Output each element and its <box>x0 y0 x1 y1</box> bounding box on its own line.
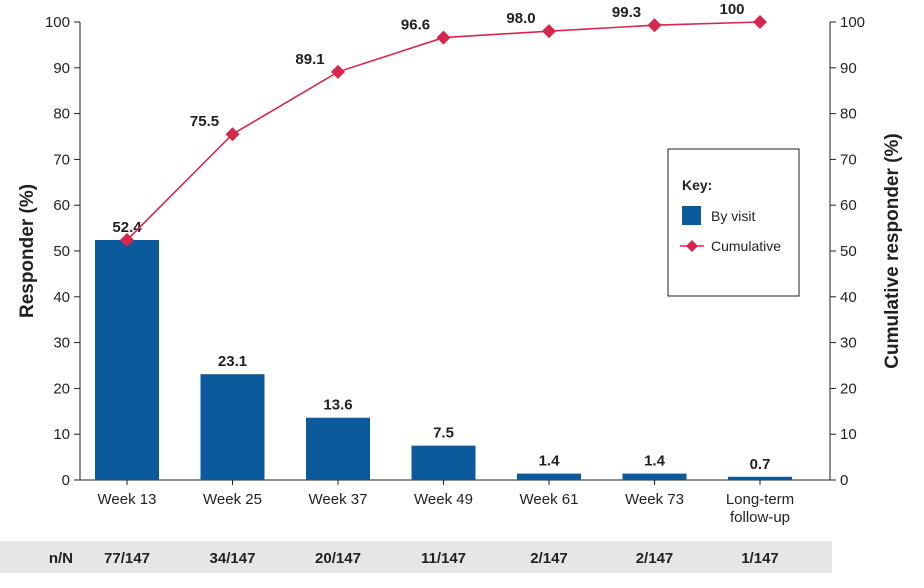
n-row-value: 11/147 <box>421 550 466 567</box>
line-data-label: 100 <box>719 1 744 18</box>
bar-series: 52.423.113.67.51.4 1.4 0.7 <box>95 219 792 480</box>
legend-title: Key: <box>682 177 712 193</box>
x-tick-label: Week 73 <box>625 491 684 508</box>
y-tick-label: 80 <box>53 106 70 123</box>
bar <box>517 473 581 480</box>
cumulative-line <box>126 21 761 241</box>
line-point <box>436 30 451 45</box>
n-row-label: n/N <box>49 550 73 567</box>
n-row-background <box>0 541 832 573</box>
bar-data-label: 7.5 <box>433 425 454 442</box>
y2-axis-title: Cumulative responder (%) <box>882 133 903 368</box>
n-row-value: 2/147 <box>636 550 674 567</box>
n-row: n/N 77/147 34/147 20/147 11/147 2/147 2/147 1/1… <box>0 541 832 573</box>
y-tick-label: 50 <box>53 243 70 260</box>
y2-tick-label: 70 <box>840 151 857 168</box>
y2-tick-label: 60 <box>840 197 857 214</box>
line-data-label: 89.1 <box>295 51 324 68</box>
y2-tick-label: 50 <box>840 243 857 260</box>
line-point <box>542 24 556 39</box>
y-tick-label: 70 <box>53 151 70 168</box>
y-tick-label: 60 <box>53 197 70 214</box>
y2-tick-label: 20 <box>840 380 857 397</box>
bar-data-label: 0.7 <box>750 456 771 473</box>
bar <box>95 240 159 480</box>
bar-data-label: 13.6 <box>323 397 352 414</box>
y2-tick-label: 90 <box>840 60 857 77</box>
line-point <box>120 233 134 248</box>
y-axis-title: Responder (%) <box>17 184 38 318</box>
line-data-label: 75.5 <box>190 113 219 130</box>
y2-tick-label: 100 <box>840 14 865 31</box>
n-row-value: 20/147 <box>315 550 361 567</box>
line-point <box>225 127 240 142</box>
x-tick-label: Week 37 <box>309 491 368 508</box>
line-point <box>753 15 767 29</box>
legend-label: Cumulative <box>711 238 781 254</box>
y-tick-label: 20 <box>53 380 70 397</box>
legend-swatch-bar <box>682 206 701 225</box>
x-tick-label: Week 25 <box>203 491 262 508</box>
y-tick-label: 10 <box>53 426 70 443</box>
bar <box>728 476 792 480</box>
x-tick-label: Week 61 <box>520 491 579 508</box>
line-point <box>647 18 662 33</box>
n-row-value: 1/147 <box>741 550 779 567</box>
y-tick-label: 30 <box>53 335 70 352</box>
x-tick-label: follow-up <box>730 509 790 526</box>
line-point <box>331 64 345 79</box>
bar <box>306 417 370 480</box>
bar <box>622 473 687 480</box>
x-tick-label: Week 13 <box>98 491 157 508</box>
y2-tick-label: 10 <box>840 426 857 443</box>
legend-label: By visit <box>711 208 755 224</box>
line-data-label: 96.6 <box>401 17 430 34</box>
bar <box>200 374 265 480</box>
y-tick-label: 40 <box>53 289 70 306</box>
bar-data-label: 1.4 <box>644 453 666 470</box>
x-tick-label: Long-term <box>726 491 794 508</box>
legend: Key: By visit Cumulative <box>667 148 800 297</box>
y-tick-label: 100 <box>45 14 70 31</box>
y2-tick-label: 80 <box>840 106 857 123</box>
line-series: 75.5 89.1 96.6 98.0 99.3 100 <box>120 1 767 248</box>
y-tick-label: 90 <box>53 60 70 77</box>
bar-data-label: 1.4 <box>539 453 561 470</box>
n-row-value: 77/147 <box>104 550 150 567</box>
n-row-value: 2/147 <box>530 550 568 567</box>
x-tick-label: Week 49 <box>414 491 473 508</box>
legend-swatch-marker <box>686 240 698 252</box>
bar-data-label: 23.1 <box>218 353 247 370</box>
y2-tick-label: 30 <box>840 335 857 352</box>
line-data-label: 99.3 <box>612 4 641 21</box>
y-tick-label: 0 <box>62 472 70 489</box>
line-data-label: 98.0 <box>506 10 535 27</box>
y2-tick-label: 0 <box>840 472 848 489</box>
n-row-value: 34/147 <box>210 550 256 567</box>
y2-tick-label: 40 <box>840 289 857 306</box>
bar <box>411 445 476 480</box>
